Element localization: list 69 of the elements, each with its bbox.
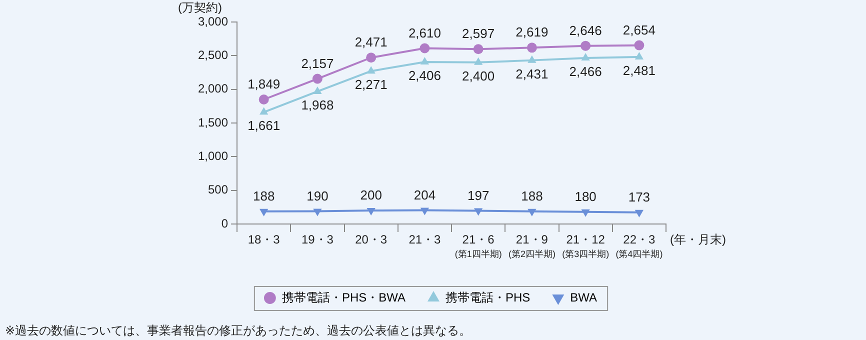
data-label: 2,654 — [622, 22, 656, 38]
x-tick-label: 19・3 — [301, 232, 334, 246]
data-label: 180 — [574, 188, 596, 204]
data-label: 2,597 — [462, 26, 495, 42]
data-label: 2,610 — [408, 25, 441, 40]
data-label: 2,619 — [516, 24, 548, 40]
data-label: 2,406 — [408, 68, 441, 84]
y-tick-label: 3,000 — [198, 14, 228, 28]
x-tick-label: 21・6 (第1四半期) — [454, 232, 502, 259]
y-axis-title: (万契約) — [178, 0, 222, 14]
point — [366, 208, 376, 216]
y-tick-label: 0 — [221, 216, 228, 230]
y-tick-label: 2,500 — [198, 48, 228, 62]
data-label: 2,157 — [301, 56, 334, 71]
point — [528, 55, 536, 63]
point — [473, 44, 484, 54]
x-tick-label: 21・9 (第2四半期) — [508, 232, 556, 259]
data-label: 200 — [360, 188, 382, 203]
legend-label: 携帯電話・PHS — [446, 290, 530, 304]
point — [312, 74, 322, 84]
point — [526, 42, 537, 53]
point — [581, 209, 590, 217]
point — [313, 208, 322, 216]
data-label: 2,400 — [462, 68, 495, 84]
data-label: 197 — [467, 188, 490, 203]
point — [581, 52, 590, 60]
data-label: 1,849 — [248, 76, 280, 92]
legend-label: BWA — [570, 290, 598, 304]
legend-label: 携帯電話・PHS・BWA — [282, 290, 406, 304]
data-label: 2,271 — [354, 77, 388, 92]
data-label: 2,471 — [354, 34, 388, 50]
point — [474, 57, 483, 65]
point — [260, 107, 268, 115]
data-label: 2,481 — [622, 63, 656, 78]
data-label: 1,968 — [301, 98, 334, 113]
point — [260, 208, 268, 216]
point — [474, 208, 483, 216]
text: ※過去の数値については、事業者報告の修正があったため、過去の公表値とは異なる。 — [5, 323, 472, 338]
point — [634, 40, 644, 50]
data-label: 188 — [252, 188, 275, 204]
point — [528, 208, 536, 216]
x-tick-label: 20・3 — [355, 232, 388, 246]
point — [366, 66, 376, 74]
data-label: 2,431 — [516, 66, 548, 82]
y-tick-label: 1,500 — [198, 115, 228, 130]
point — [634, 52, 644, 60]
x-tick-label: 21・3 — [408, 232, 442, 246]
point — [313, 86, 322, 94]
y-tick-label: 500 — [208, 182, 228, 197]
point — [420, 43, 430, 54]
point — [634, 210, 644, 218]
x-tick-label: 18・3 — [248, 232, 280, 246]
x-tick-label: 22・3 (第4四半期) — [616, 232, 663, 259]
point — [420, 56, 430, 64]
text: (年・月末) — [670, 232, 726, 246]
data-label: 204 — [414, 187, 436, 202]
point — [580, 40, 591, 51]
data-label: 2,646 — [569, 22, 602, 38]
y-tick-label: 2,000 — [198, 82, 228, 96]
data-label: 173 — [628, 189, 650, 204]
data-label: 1,661 — [248, 118, 280, 134]
y-tick-label: 1,000 — [198, 148, 228, 163]
data-label: 190 — [306, 188, 328, 204]
data-label: 188 — [521, 188, 543, 204]
point — [258, 94, 269, 104]
point — [420, 208, 430, 216]
x-tick-label: 21・12 (第3四半期) — [562, 232, 610, 259]
data-label: 2,466 — [569, 64, 602, 80]
point — [366, 52, 376, 63]
